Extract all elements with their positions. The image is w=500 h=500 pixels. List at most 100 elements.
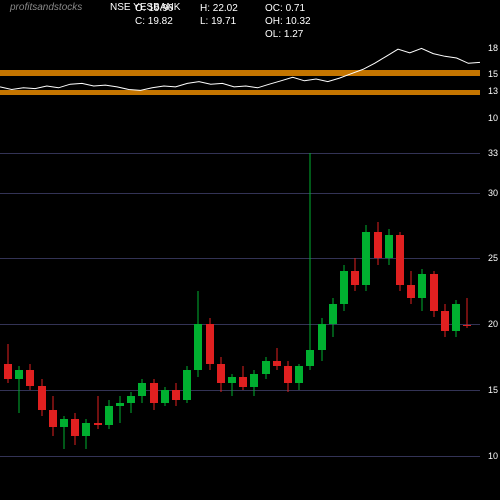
candle-body bbox=[38, 386, 46, 410]
candle[interactable] bbox=[127, 140, 135, 495]
open-label: O: 19.96 bbox=[135, 2, 200, 15]
close-label: C: 19.82 bbox=[135, 15, 200, 28]
price-y-tick: 25 bbox=[488, 253, 498, 263]
candle-body bbox=[82, 423, 90, 436]
candle[interactable] bbox=[262, 140, 270, 495]
candle[interactable] bbox=[284, 140, 292, 495]
oh-label: OH: 10.32 bbox=[265, 15, 330, 28]
candle-body bbox=[161, 390, 169, 403]
candle-body bbox=[362, 232, 370, 285]
candle[interactable] bbox=[250, 140, 258, 495]
candle-body bbox=[239, 377, 247, 388]
candle[interactable] bbox=[38, 140, 46, 495]
candle[interactable] bbox=[463, 140, 471, 495]
price-y-tick: 15 bbox=[488, 385, 498, 395]
indicator-panel[interactable]: 10131518 bbox=[0, 30, 480, 135]
candle-body bbox=[138, 383, 146, 396]
candle[interactable] bbox=[441, 140, 449, 495]
indicator-y-tick: 15 bbox=[488, 69, 498, 79]
candle-body bbox=[217, 364, 225, 384]
candle-body bbox=[318, 324, 326, 350]
candle-body bbox=[26, 370, 34, 386]
candle[interactable] bbox=[206, 140, 214, 495]
candle[interactable] bbox=[138, 140, 146, 495]
candle[interactable] bbox=[228, 140, 236, 495]
candle[interactable] bbox=[116, 140, 124, 495]
candle-body bbox=[250, 374, 258, 387]
indicator-line bbox=[0, 30, 480, 135]
price-y-tick: 30 bbox=[488, 188, 498, 198]
candle[interactable] bbox=[374, 140, 382, 495]
candle[interactable] bbox=[49, 140, 57, 495]
oc-label: OC: 0.71 bbox=[265, 2, 330, 15]
candle-body bbox=[49, 410, 57, 427]
candle[interactable] bbox=[407, 140, 415, 495]
candle[interactable] bbox=[295, 140, 303, 495]
candle[interactable] bbox=[94, 140, 102, 495]
candle[interactable] bbox=[430, 140, 438, 495]
candle-body bbox=[262, 361, 270, 374]
candle-body bbox=[273, 361, 281, 366]
candle[interactable] bbox=[329, 140, 337, 495]
candle-body bbox=[340, 271, 348, 304]
candle[interactable] bbox=[4, 140, 12, 495]
candle-body bbox=[385, 235, 393, 259]
candle-body bbox=[295, 366, 303, 383]
price-chart-panel[interactable]: 101520253033 bbox=[0, 140, 480, 495]
candle[interactable] bbox=[362, 140, 370, 495]
candle-body bbox=[4, 364, 12, 380]
candle[interactable] bbox=[418, 140, 426, 495]
candle-body bbox=[396, 235, 404, 285]
watermark-text: profitsandstocks bbox=[10, 2, 82, 13]
candle-body bbox=[150, 383, 158, 403]
candle[interactable] bbox=[26, 140, 34, 495]
candle-body bbox=[351, 271, 359, 284]
price-y-tick: 33 bbox=[488, 148, 498, 158]
stock-chart-container: profitsandstocks NSE YESBANK O: 19.96 H:… bbox=[0, 0, 500, 500]
price-y-tick: 10 bbox=[488, 451, 498, 461]
candle-body bbox=[407, 285, 415, 298]
candle[interactable] bbox=[194, 140, 202, 495]
indicator-y-tick: 18 bbox=[488, 43, 498, 53]
candle[interactable] bbox=[385, 140, 393, 495]
candle[interactable] bbox=[183, 140, 191, 495]
candle[interactable] bbox=[239, 140, 247, 495]
candle-body bbox=[116, 403, 124, 406]
candle-body bbox=[183, 370, 191, 400]
candle[interactable] bbox=[71, 140, 79, 495]
candle-wick bbox=[120, 396, 121, 422]
candle-body bbox=[15, 370, 23, 379]
candle[interactable] bbox=[396, 140, 404, 495]
candle-body bbox=[228, 377, 236, 384]
candle-body bbox=[329, 304, 337, 324]
candle-body bbox=[105, 406, 113, 426]
candle[interactable] bbox=[172, 140, 180, 495]
candle-body bbox=[172, 390, 180, 401]
candle-body bbox=[284, 366, 292, 383]
candle[interactable] bbox=[161, 140, 169, 495]
candle[interactable] bbox=[105, 140, 113, 495]
candle[interactable] bbox=[340, 140, 348, 495]
candle[interactable] bbox=[15, 140, 23, 495]
high-label: H: 22.02 bbox=[200, 2, 265, 15]
candle[interactable] bbox=[273, 140, 281, 495]
candle[interactable] bbox=[452, 140, 460, 495]
candle[interactable] bbox=[82, 140, 90, 495]
candle-body bbox=[463, 325, 471, 327]
candle-body bbox=[71, 419, 79, 436]
candle[interactable] bbox=[306, 140, 314, 495]
candle-body bbox=[452, 304, 460, 330]
indicator-y-tick: 10 bbox=[488, 113, 498, 123]
candle[interactable] bbox=[60, 140, 68, 495]
candle[interactable] bbox=[217, 140, 225, 495]
candle-body bbox=[441, 311, 449, 331]
price-y-tick: 20 bbox=[488, 319, 498, 329]
candle[interactable] bbox=[150, 140, 158, 495]
candle-body bbox=[306, 350, 314, 366]
candle[interactable] bbox=[351, 140, 359, 495]
candle-wick bbox=[467, 298, 468, 328]
candle-body bbox=[374, 232, 382, 258]
candle[interactable] bbox=[318, 140, 326, 495]
candle-body bbox=[430, 274, 438, 311]
candle-body bbox=[127, 396, 135, 403]
